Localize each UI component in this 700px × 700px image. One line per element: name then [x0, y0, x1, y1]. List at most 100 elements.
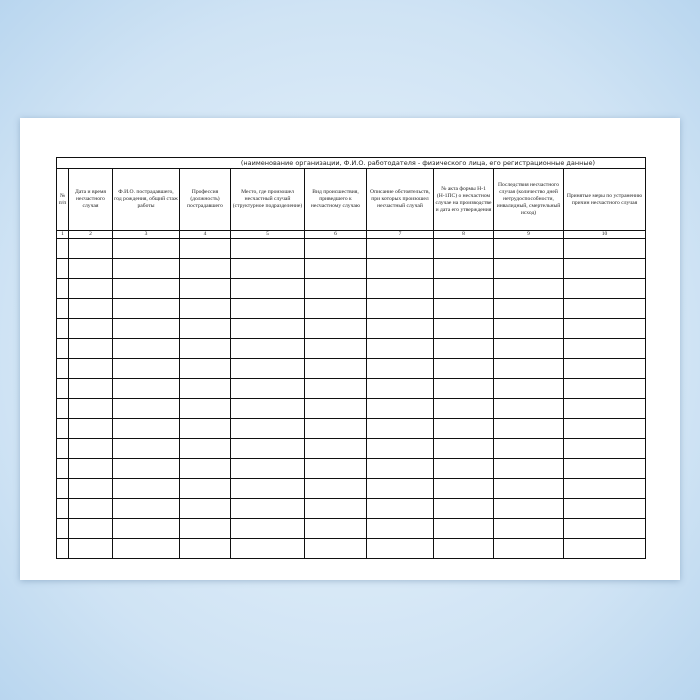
table-cell[interactable]	[230, 278, 305, 299]
table-cell[interactable]	[112, 238, 180, 259]
table-cell[interactable]	[304, 338, 367, 359]
table-cell[interactable]	[433, 398, 494, 419]
table-cell[interactable]	[56, 478, 69, 499]
table-cell[interactable]	[112, 358, 180, 379]
table-cell[interactable]	[230, 338, 305, 359]
table-cell[interactable]	[562, 298, 647, 319]
table-cell[interactable]	[230, 498, 305, 519]
table-cell[interactable]	[304, 458, 367, 479]
table-cell[interactable]	[179, 458, 231, 479]
table-cell[interactable]	[56, 258, 69, 279]
table-cell[interactable]	[433, 238, 494, 259]
table-cell[interactable]	[366, 398, 434, 419]
table-cell[interactable]	[304, 398, 367, 419]
table-cell[interactable]	[56, 278, 69, 299]
table-cell[interactable]	[433, 338, 494, 359]
table-cell[interactable]	[56, 438, 69, 459]
table-cell[interactable]	[112, 318, 180, 339]
table-cell[interactable]	[56, 378, 69, 399]
table-cell[interactable]	[179, 338, 231, 359]
table-cell[interactable]	[493, 378, 564, 399]
table-cell[interactable]	[179, 498, 231, 519]
table-cell[interactable]	[68, 378, 113, 399]
table-cell[interactable]	[68, 278, 113, 299]
table-cell[interactable]	[68, 458, 113, 479]
table-cell[interactable]	[366, 358, 434, 379]
table-cell[interactable]	[230, 298, 305, 319]
table-cell[interactable]	[112, 418, 180, 439]
table-cell[interactable]	[304, 298, 367, 319]
table-cell[interactable]	[230, 458, 305, 479]
table-cell[interactable]	[112, 458, 180, 479]
table-cell[interactable]	[230, 478, 305, 499]
table-cell[interactable]	[230, 258, 305, 279]
table-cell[interactable]	[562, 238, 647, 259]
table-cell[interactable]	[112, 258, 180, 279]
table-cell[interactable]	[112, 538, 180, 559]
table-cell[interactable]	[562, 378, 647, 399]
table-cell[interactable]	[304, 318, 367, 339]
table-cell[interactable]	[56, 398, 69, 419]
table-cell[interactable]	[179, 238, 231, 259]
table-cell[interactable]	[366, 298, 434, 319]
table-cell[interactable]	[493, 538, 564, 559]
table-cell[interactable]	[433, 318, 494, 339]
table-cell[interactable]	[230, 398, 305, 419]
table-cell[interactable]	[112, 438, 180, 459]
table-cell[interactable]	[493, 258, 564, 279]
table-cell[interactable]	[366, 478, 434, 499]
table-cell[interactable]	[56, 518, 69, 539]
table-cell[interactable]	[56, 538, 69, 559]
table-cell[interactable]	[230, 518, 305, 539]
table-cell[interactable]	[230, 318, 305, 339]
table-cell[interactable]	[562, 438, 647, 459]
table-cell[interactable]	[68, 338, 113, 359]
table-cell[interactable]	[112, 378, 180, 399]
table-cell[interactable]	[493, 478, 564, 499]
table-cell[interactable]	[112, 398, 180, 419]
table-cell[interactable]	[433, 418, 494, 439]
table-cell[interactable]	[68, 358, 113, 379]
table-cell[interactable]	[433, 498, 494, 519]
table-cell[interactable]	[68, 498, 113, 519]
table-cell[interactable]	[433, 358, 494, 379]
table-cell[interactable]	[304, 418, 367, 439]
table-cell[interactable]	[366, 258, 434, 279]
table-cell[interactable]	[493, 318, 564, 339]
table-cell[interactable]	[433, 438, 494, 459]
table-cell[interactable]	[112, 518, 180, 539]
table-cell[interactable]	[179, 518, 231, 539]
table-cell[interactable]	[179, 538, 231, 559]
table-cell[interactable]	[68, 258, 113, 279]
table-cell[interactable]	[493, 398, 564, 419]
table-cell[interactable]	[68, 418, 113, 439]
table-cell[interactable]	[230, 358, 305, 379]
table-cell[interactable]	[179, 358, 231, 379]
table-cell[interactable]	[230, 438, 305, 459]
table-cell[interactable]	[112, 498, 180, 519]
table-cell[interactable]	[56, 418, 69, 439]
table-cell[interactable]	[56, 338, 69, 359]
table-cell[interactable]	[366, 498, 434, 519]
table-cell[interactable]	[562, 318, 647, 339]
table-cell[interactable]	[68, 318, 113, 339]
table-cell[interactable]	[56, 298, 69, 319]
table-cell[interactable]	[230, 238, 305, 259]
table-cell[interactable]	[68, 238, 113, 259]
table-cell[interactable]	[304, 278, 367, 299]
table-cell[interactable]	[562, 478, 647, 499]
table-cell[interactable]	[304, 518, 367, 539]
table-cell[interactable]	[433, 258, 494, 279]
table-cell[interactable]	[366, 438, 434, 459]
table-cell[interactable]	[433, 278, 494, 299]
table-cell[interactable]	[493, 278, 564, 299]
table-cell[interactable]	[179, 298, 231, 319]
table-cell[interactable]	[179, 438, 231, 459]
table-cell[interactable]	[179, 278, 231, 299]
table-cell[interactable]	[433, 518, 494, 539]
table-cell[interactable]	[562, 498, 647, 519]
table-cell[interactable]	[112, 338, 180, 359]
table-cell[interactable]	[304, 438, 367, 459]
table-cell[interactable]	[179, 398, 231, 419]
table-cell[interactable]	[68, 478, 113, 499]
